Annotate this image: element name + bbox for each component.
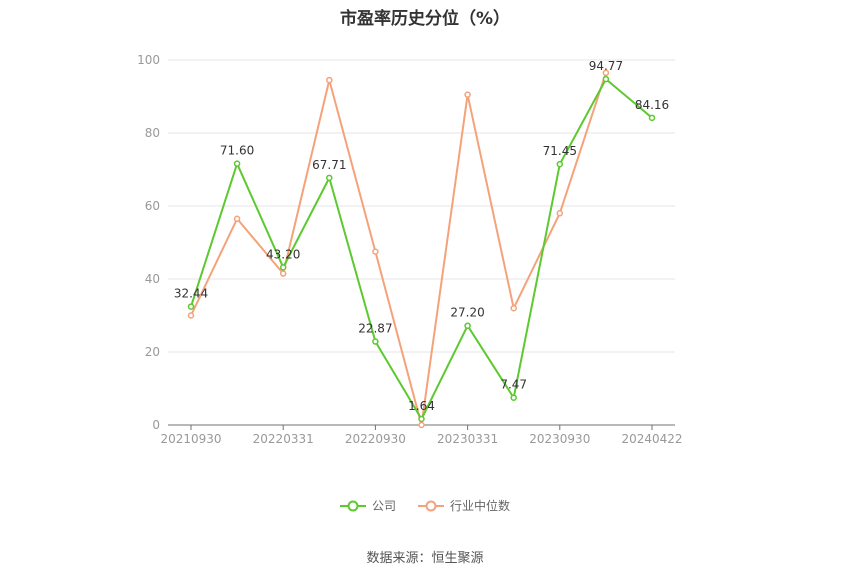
legend-label-company: 公司 [371, 499, 396, 513]
x-tick-label-2: 20220930 [345, 432, 406, 446]
legend-item-company[interactable]: 公司 [339, 497, 396, 514]
series-0-point-9 [602, 75, 610, 83]
x-tick-label-1: 20220331 [253, 432, 314, 446]
series-0-point-10 [648, 114, 656, 122]
series-1-point-7 [510, 304, 517, 312]
data-label-7: 7.47 [500, 378, 527, 392]
series-1-point-0 [187, 312, 195, 319]
grid-lines [168, 59, 675, 353]
x-tick-label-5: 20240422 [621, 432, 682, 446]
y-tick-label-20: 20 [145, 345, 160, 359]
data-label-0: 32.44 [174, 287, 208, 301]
data-source: 数据来源：恒生聚源 [366, 551, 484, 566]
series-0-point-1 [233, 160, 241, 167]
series-0-point-7 [510, 394, 517, 401]
data-label-4: 22.87 [358, 322, 392, 336]
y-tick-label-0: 0 [152, 418, 160, 432]
x-tick-label-4: 20230930 [529, 432, 590, 446]
series-1-point-4 [372, 248, 379, 255]
series-1-point-2 [279, 270, 287, 277]
series-0-point-5 [418, 415, 425, 423]
legend-swatch-industry-median [418, 500, 444, 511]
series-1-point-1 [233, 215, 241, 223]
series-line-1 [190, 72, 607, 426]
legend-item-industry-median[interactable]: 行业中位数 [418, 497, 510, 514]
series-0-point-8 [556, 160, 564, 168]
series-0-point-3 [326, 174, 333, 182]
y-tick-label-80: 80 [145, 126, 160, 140]
data-label-1: 71.60 [220, 144, 254, 158]
data-label-8: 71.45 [543, 144, 577, 158]
data-label-2: 43.20 [266, 247, 300, 261]
axes: 0 20 40 60 80 100 20210930 20220331 20220930 2023… [137, 53, 682, 446]
data-label-6: 27.20 [450, 306, 484, 320]
legend: 公司 行业中位数 [0, 497, 850, 514]
series-0-point-4 [372, 338, 379, 345]
series-0-point-2 [279, 264, 287, 271]
chart-title: 市盈率历史分位（%） [339, 9, 511, 29]
series-line-0 [190, 78, 653, 421]
y-tick-label-60: 60 [145, 199, 160, 213]
series-0-point-6 [464, 322, 471, 329]
legend-swatch-company [339, 500, 366, 511]
data-label-5: 1.64 [408, 399, 435, 413]
data-label-10: 84.16 [635, 98, 669, 112]
series-1-point-6 [464, 91, 471, 98]
series-1-point-3 [326, 76, 333, 84]
data-label-3: 67.71 [312, 158, 346, 172]
x-tick-label-0: 20210930 [160, 432, 221, 446]
legend-label-industry-median: 行业中位数 [450, 499, 511, 513]
data-labels: 32.44 71.60 43.20 67.71 22.87 1.64 27.20 7.47 71… [174, 59, 669, 413]
x-tick-label-3: 20230331 [437, 432, 498, 446]
series-1-point-9 [602, 69, 610, 77]
series-1-point-5 [418, 421, 425, 429]
data-label-9: 94.77 [589, 59, 623, 73]
y-tick-label-100: 100 [137, 53, 160, 67]
series-group [187, 69, 656, 429]
series-1-point-8 [556, 210, 564, 217]
series-0-point-0 [187, 303, 195, 310]
y-tick-label-40: 40 [145, 272, 160, 286]
